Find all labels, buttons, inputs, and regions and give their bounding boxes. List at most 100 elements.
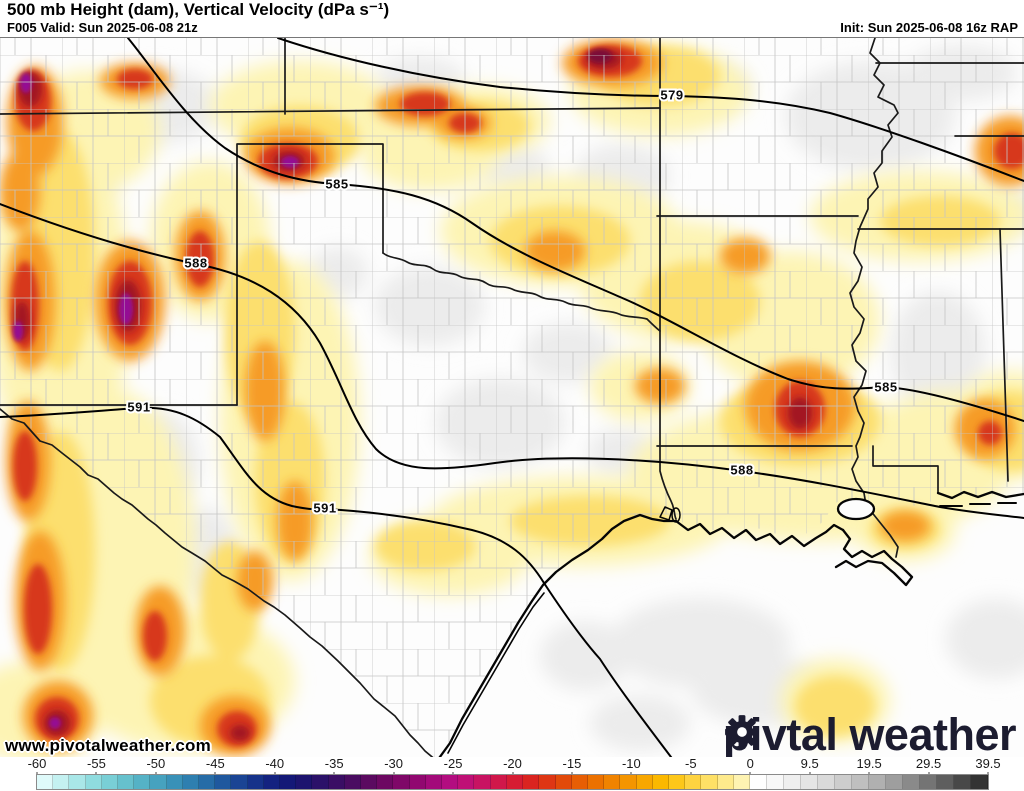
colorbar-cell	[409, 775, 426, 789]
colorbar-tick-mark	[452, 772, 454, 775]
colorbar-cell	[750, 775, 768, 789]
colorbar-tick-label: -30	[384, 756, 404, 771]
colorbar-tick-label: 0	[746, 756, 754, 771]
colorbar: -60 -55 -50 -45 -40 -35 -30 -25 -20 -15 -10 -5 0 9.5 1…	[0, 756, 1024, 791]
logo-text-right: tal weather	[786, 709, 1016, 760]
header: 500 mb Height (dam), Vertical Velocity (…	[0, 0, 1024, 37]
colorbar-cell	[818, 775, 836, 789]
contour-label: 585	[325, 176, 348, 191]
colorbar-cell	[620, 775, 637, 789]
colorbar-cell	[835, 775, 853, 789]
colorbar-cell	[263, 775, 281, 789]
colorbar-cell	[506, 775, 524, 789]
contour-label: 588	[184, 255, 207, 270]
colorbar-tick-label: 39.5	[975, 756, 1001, 771]
colorbar-cell	[903, 775, 921, 789]
colorbar-tick-mark	[749, 772, 751, 775]
colorbar-cell	[215, 775, 232, 789]
colorbar-cell	[69, 775, 86, 789]
colorbar-cell	[733, 775, 750, 789]
colorbar-tick-mark	[809, 772, 811, 775]
colorbar-cell	[685, 775, 702, 789]
colorbar-cell	[937, 775, 955, 789]
colorbar-cell	[377, 775, 394, 789]
colorbar-tick-mark	[155, 772, 157, 775]
colorbar-tick-label: -55	[87, 756, 106, 771]
colorbar-tick-mark	[690, 772, 692, 775]
colorbar-cell	[312, 775, 329, 789]
colorbar-negative-cells	[37, 775, 750, 789]
colorbar-cell	[199, 775, 216, 789]
state-borders	[0, 38, 1024, 758]
colorbar-cell	[701, 775, 718, 789]
contour-label-group: 579 585 588 591 591 588 585	[125, 85, 899, 517]
colorbar-cell	[328, 775, 345, 789]
colorbar-cell	[668, 775, 686, 789]
colorbar-tick-label: -60	[27, 756, 47, 771]
valid-time: F005 Valid: Sun 2025-06-08 21z	[7, 20, 198, 35]
colorbar-cell	[425, 775, 443, 789]
colorbar-cell	[801, 775, 819, 789]
coastline	[437, 490, 1024, 758]
colorbar-tick-label: 29.5	[915, 756, 942, 771]
colorbar-tick-mark	[36, 772, 38, 775]
colorbar-tick-mark	[630, 772, 632, 775]
colorbar-cell	[571, 775, 588, 789]
colorbar-tick-label: -5	[685, 756, 697, 771]
contour-label: 591	[127, 399, 150, 414]
colorbar-tick-mark	[95, 772, 97, 775]
colorbar-tick-mark	[928, 772, 930, 775]
watermark-url: www.pivotalweather.com	[5, 736, 211, 755]
colorbar-cell	[85, 775, 102, 789]
colorbar-cell	[393, 775, 410, 789]
contour-label: 588	[730, 462, 753, 477]
colorbar-cell	[971, 775, 989, 789]
colorbar-tick-label: -40	[265, 756, 285, 771]
colorbar-cell	[280, 775, 297, 789]
colorbar-tick-mark	[274, 772, 276, 775]
colorbar-tick-label: 19.5	[856, 756, 882, 771]
colorbar-tick-label: 9.5	[800, 756, 819, 771]
colorbar-cell	[134, 775, 151, 789]
colorbar-tick-label: -10	[621, 756, 641, 771]
colorbar-cell	[474, 775, 491, 789]
colorbar-tick-label: -50	[146, 756, 166, 771]
colorbar-cell	[490, 775, 507, 789]
colorbar-cell	[37, 775, 54, 789]
colorbar-cell	[101, 775, 119, 789]
height-contours	[0, 38, 1024, 758]
init-time: Init: Sun 2025-06-08 16z RAP	[840, 20, 1018, 35]
colorbar-cell	[361, 775, 378, 789]
colorbar-cell	[118, 775, 135, 789]
colorbar-cell	[458, 775, 475, 789]
colorbar-cell	[784, 775, 802, 789]
colorbar-cell	[604, 775, 621, 789]
colorbar-tick-label: -20	[503, 756, 522, 771]
weather-map-canvas: 579 585 588 591 591 588 585	[0, 38, 1024, 758]
product-title: 500 mb Height (dam), Vertical Velocity (…	[7, 0, 390, 19]
colorbar-cell	[555, 775, 572, 789]
colorbar-tick-mark	[333, 772, 335, 775]
colorbar-cell	[344, 775, 362, 789]
colorbar-cell	[296, 775, 313, 789]
colorbar-tick-mark	[393, 772, 395, 775]
colorbar-cell	[717, 775, 734, 789]
colorbar-cell	[886, 775, 904, 789]
colorbar-tick-mark	[987, 772, 989, 775]
colorbar-cell	[852, 775, 870, 789]
colorbar-cell	[53, 775, 70, 789]
colorbar-tick-label: -25	[443, 756, 463, 771]
colorbar-cell	[166, 775, 183, 789]
colorbar-tick-label: -45	[205, 756, 225, 771]
colorbar-cell	[652, 775, 669, 789]
colorbar-cell	[587, 775, 605, 789]
colorbar-cell	[767, 775, 785, 789]
colorbar-cell	[869, 775, 887, 789]
contour-label: 579	[660, 87, 683, 102]
colorbar-scale: -60 -55 -50 -45 -40 -35 -30 -25 -20 -15 -10 -5 0 9.5 1…	[28, 756, 1001, 791]
colorbar-tick-mark	[571, 772, 573, 775]
colorbar-cell	[920, 775, 938, 789]
colorbar-cell	[954, 775, 972, 789]
colorbar-cell	[539, 775, 556, 789]
